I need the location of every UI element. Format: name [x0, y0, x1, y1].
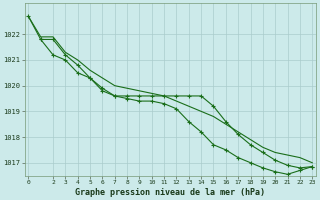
X-axis label: Graphe pression niveau de la mer (hPa): Graphe pression niveau de la mer (hPa): [75, 188, 265, 197]
